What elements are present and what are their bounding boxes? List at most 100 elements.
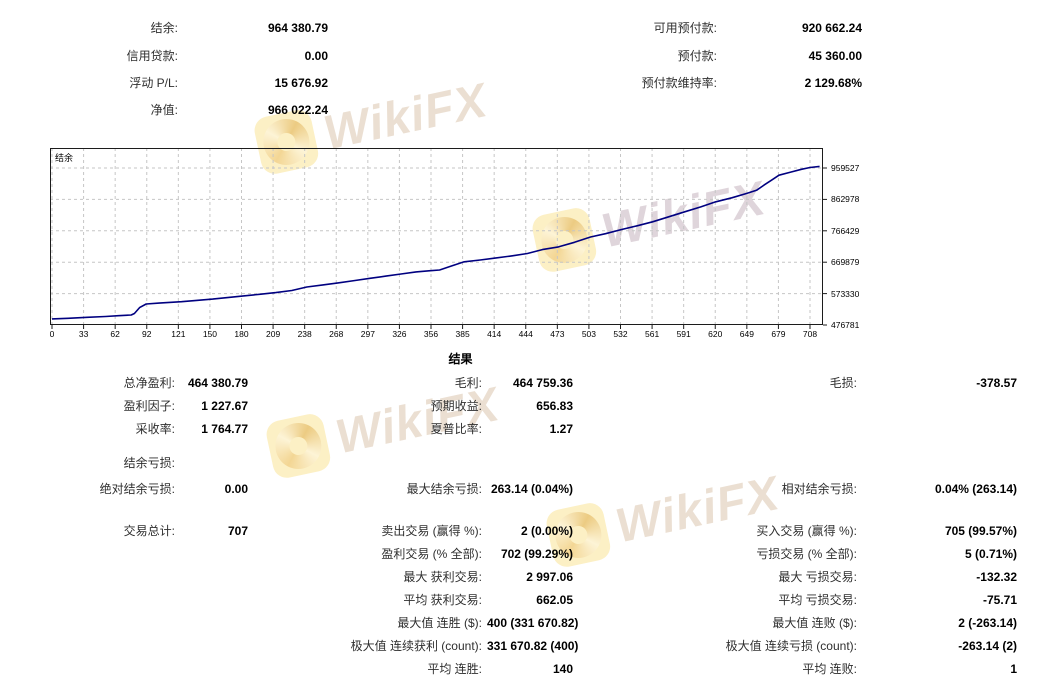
y-tick-label: 959527 [831, 163, 860, 173]
balance-chart [50, 148, 828, 331]
wikifx-watermark-text: WikiFX [611, 466, 784, 553]
x-tick-label: 238 [297, 329, 312, 339]
profit-factor-value: 1 227.67 [201, 399, 248, 413]
gross-loss-value: -378.57 [976, 376, 1017, 390]
gross-loss-label: 毛损: [829, 376, 857, 390]
recovery-factor-value: 1 764.77 [201, 422, 248, 436]
long-trades-value: 705 (99.57%) [944, 524, 1017, 538]
profit-trades-value: 702 (99.29%) [500, 547, 573, 561]
average-profit-trade-label: 平均 获利交易: [403, 593, 482, 607]
average-consecutive-wins-value: 140 [552, 662, 573, 676]
average-loss-trade-label: 平均 亏损交易: [778, 593, 857, 607]
relative-drawdown-value: 0.04% (263.14) [934, 482, 1017, 496]
x-tick-label: 268 [329, 329, 344, 339]
x-tick-label: 708 [802, 329, 818, 339]
margin-value: 45 360.00 [808, 49, 862, 63]
sharpe-ratio-value: 1.27 [549, 422, 573, 436]
average-profit-trade-value: 662.05 [536, 593, 573, 607]
y-tick-label: 573330 [831, 288, 860, 299]
floating-pl-value: 15 676.92 [274, 76, 328, 90]
chart-x-axis-labels: 0 33 62 92 121 150 180 209 238 268 297 326 356 385 414… [50, 329, 828, 341]
max-consecutive-wins-value: 400 (331 670.82) [487, 616, 579, 630]
free-margin-label: 可用预付款: [653, 21, 717, 35]
x-tick-label: 473 [550, 329, 565, 339]
x-tick-label: 33 [78, 329, 89, 339]
largest-loss-trade-label: 最大 亏损交易: [778, 570, 857, 584]
y-tick-label: 669879 [831, 257, 860, 268]
chart-y-axis-labels: 476781 573330 669879 766429 862978 959527 [831, 148, 877, 331]
margin-level-label: 预付款维持率: [641, 76, 717, 90]
x-tick-label: 649 [739, 329, 754, 339]
balance-value: 964 380.79 [267, 21, 328, 35]
x-tick-label: 180 [234, 329, 249, 339]
credit-label: 信用贷款: [126, 49, 178, 63]
largest-profit-trade-value: 2 997.06 [526, 570, 573, 584]
balance-chart-plot [50, 148, 827, 329]
x-tick-label: 532 [613, 329, 628, 339]
maximal-consecutive-profit-value: 331 670.82 (400) [487, 639, 579, 653]
maximal-drawdown-value: 263.14 (0.04%) [490, 482, 573, 496]
x-tick-label: 620 [708, 329, 723, 339]
sharpe-ratio-label: 夏普比率: [430, 422, 482, 436]
expected-payoff-value: 656.83 [536, 399, 573, 413]
margin-level-value: 2 129.68% [804, 76, 862, 90]
expected-payoff-label: 预期收益: [430, 399, 482, 413]
x-tick-label: 326 [392, 329, 407, 339]
chart-legend-balance: 结余 [55, 153, 74, 163]
balance-drawdown-label: 结余亏损: [123, 456, 175, 470]
total-net-profit-label: 总净盈利: [123, 376, 175, 390]
free-margin-value: 920 662.24 [801, 21, 862, 35]
short-trades-value: 2 (0.00%) [520, 524, 573, 538]
gross-profit-label: 毛利: [454, 376, 482, 390]
x-tick-label: 503 [581, 329, 596, 339]
x-tick-label: 561 [644, 329, 660, 339]
total-net-profit-value: 464 380.79 [187, 376, 248, 390]
floating-pl-label: 浮动 P/L: [129, 76, 178, 90]
x-tick-label: 297 [360, 329, 375, 339]
loss-trades-value: 5 (0.71%) [964, 547, 1017, 561]
x-tick-label: 209 [265, 329, 281, 339]
average-consecutive-wins-label: 平均 连胜: [427, 662, 482, 676]
recovery-factor-label: 采收率: [135, 422, 175, 436]
x-tick-label: 591 [676, 329, 691, 339]
x-tick-label: 385 [455, 329, 470, 339]
average-loss-trade-value: -75.71 [982, 593, 1017, 607]
maximal-drawdown-label: 最大结余亏损: [406, 482, 482, 496]
margin-label: 预付款: [677, 49, 717, 63]
maximal-consecutive-profit-label: 极大值 连续获利 (count): [350, 639, 482, 653]
maximal-consecutive-loss-value: -263.14 (2) [958, 639, 1017, 653]
y-tick-label: 862978 [831, 194, 860, 205]
short-trades-label: 卖出交易 (赢得 %): [381, 524, 482, 538]
profit-factor-label: 盈利因子: [123, 399, 175, 413]
gross-profit-value: 464 759.36 [512, 376, 573, 390]
equity-value: 966 022.24 [267, 103, 328, 117]
largest-profit-trade-label: 最大 获利交易: [403, 570, 482, 584]
maximal-consecutive-loss-label: 极大值 连续亏损 (count): [725, 639, 857, 653]
absolute-drawdown-label: 绝对结余亏损: [99, 482, 175, 496]
results-section-title: 结果 [448, 352, 473, 366]
loss-trades-label: 亏损交易 (% 全部): [756, 547, 857, 561]
y-tick-label: 476781 [831, 320, 860, 330]
x-tick-label: 150 [202, 329, 217, 339]
y-tick-label: 766429 [831, 225, 860, 236]
balance-label: 结余: [150, 21, 178, 35]
max-consecutive-losses-label: 最大值 连败 ($): [772, 616, 857, 630]
absolute-drawdown-value: 0.00 [224, 482, 248, 496]
average-consecutive-losses-label: 平均 连败: [802, 662, 857, 676]
x-tick-label: 62 [110, 329, 120, 339]
total-trades-label: 交易总计: [123, 524, 175, 538]
equity-label: 净值: [150, 103, 178, 117]
long-trades-label: 买入交易 (赢得 %): [756, 524, 857, 538]
max-consecutive-wins-label: 最大值 连胜 ($): [397, 616, 482, 630]
max-consecutive-losses-value: 2 (-263.14) [958, 616, 1017, 630]
total-trades-value: 707 [227, 524, 248, 538]
average-consecutive-losses-value: 1 [1010, 662, 1017, 676]
x-tick-label: 679 [771, 329, 786, 339]
profit-trades-label: 盈利交易 (% 全部): [381, 547, 482, 561]
x-tick-label: 444 [518, 329, 533, 339]
x-tick-label: 92 [142, 329, 152, 339]
relative-drawdown-label: 相对结余亏损: [781, 482, 857, 496]
x-tick-label: 414 [487, 329, 502, 339]
x-tick-label: 356 [423, 329, 439, 339]
